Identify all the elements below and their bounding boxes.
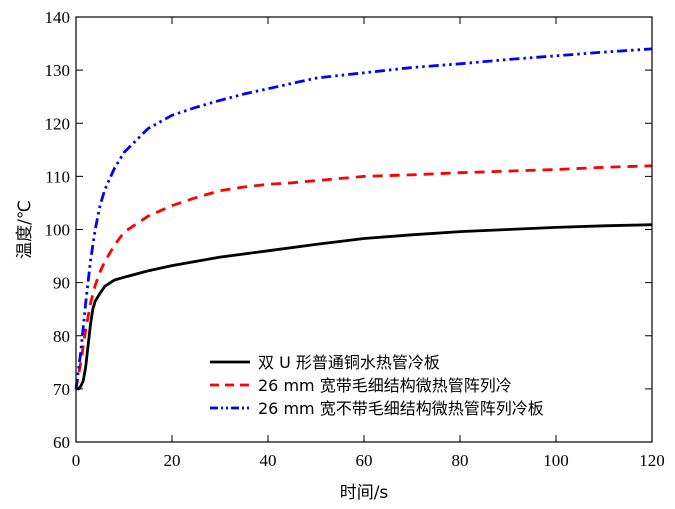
x-tick-label: 20	[164, 451, 181, 470]
y-tick-label: 120	[45, 114, 71, 133]
y-tick-label: 60	[53, 433, 70, 452]
x-axis-title: 时间/s	[340, 483, 389, 503]
series-layer	[74, 47, 653, 391]
y-tick-label: 100	[45, 221, 71, 240]
ticks-layer: 0 20 40 60 80 100 120 60 70 80 90 100 110 120 130 140	[45, 8, 665, 470]
y-tick-label: 70	[53, 380, 70, 399]
x-tick-label: 60	[356, 451, 373, 470]
legend-label-2: 26 mm 宽不带毛细结构微热管阵列冷板	[258, 399, 544, 418]
x-tick-label: 40	[260, 451, 277, 470]
x-tick-label: 80	[452, 451, 469, 470]
legend-label-1: 26 mm 宽带毛细结构微热管阵列冷	[258, 376, 512, 395]
legend: 双 U 形普通铜水热管冷板 26 mm 宽带毛细结构微热管阵列冷 26 mm 宽…	[210, 353, 544, 418]
legend-item: 26 mm 宽不带毛细结构微热管阵列冷板	[210, 399, 544, 418]
y-axis-title: 温度/℃	[15, 200, 35, 259]
y-tick-label: 110	[45, 167, 70, 186]
series-line-0	[76, 223, 653, 391]
y-tick-label: 80	[53, 327, 70, 346]
x-tick-label: 0	[72, 451, 81, 470]
y-tick-label: 140	[45, 8, 71, 27]
series-line-1	[74, 164, 653, 390]
y-tick-label: 130	[45, 61, 71, 80]
legend-item: 26 mm 宽带毛细结构微热管阵列冷	[210, 376, 512, 395]
legend-label-0: 双 U 形普通铜水热管冷板	[258, 353, 440, 372]
y-tick-label: 90	[53, 274, 70, 293]
legend-item: 双 U 形普通铜水热管冷板	[210, 353, 440, 372]
x-tick-label: 120	[639, 451, 665, 470]
series-line-2	[74, 47, 653, 390]
x-tick-label: 100	[543, 451, 569, 470]
